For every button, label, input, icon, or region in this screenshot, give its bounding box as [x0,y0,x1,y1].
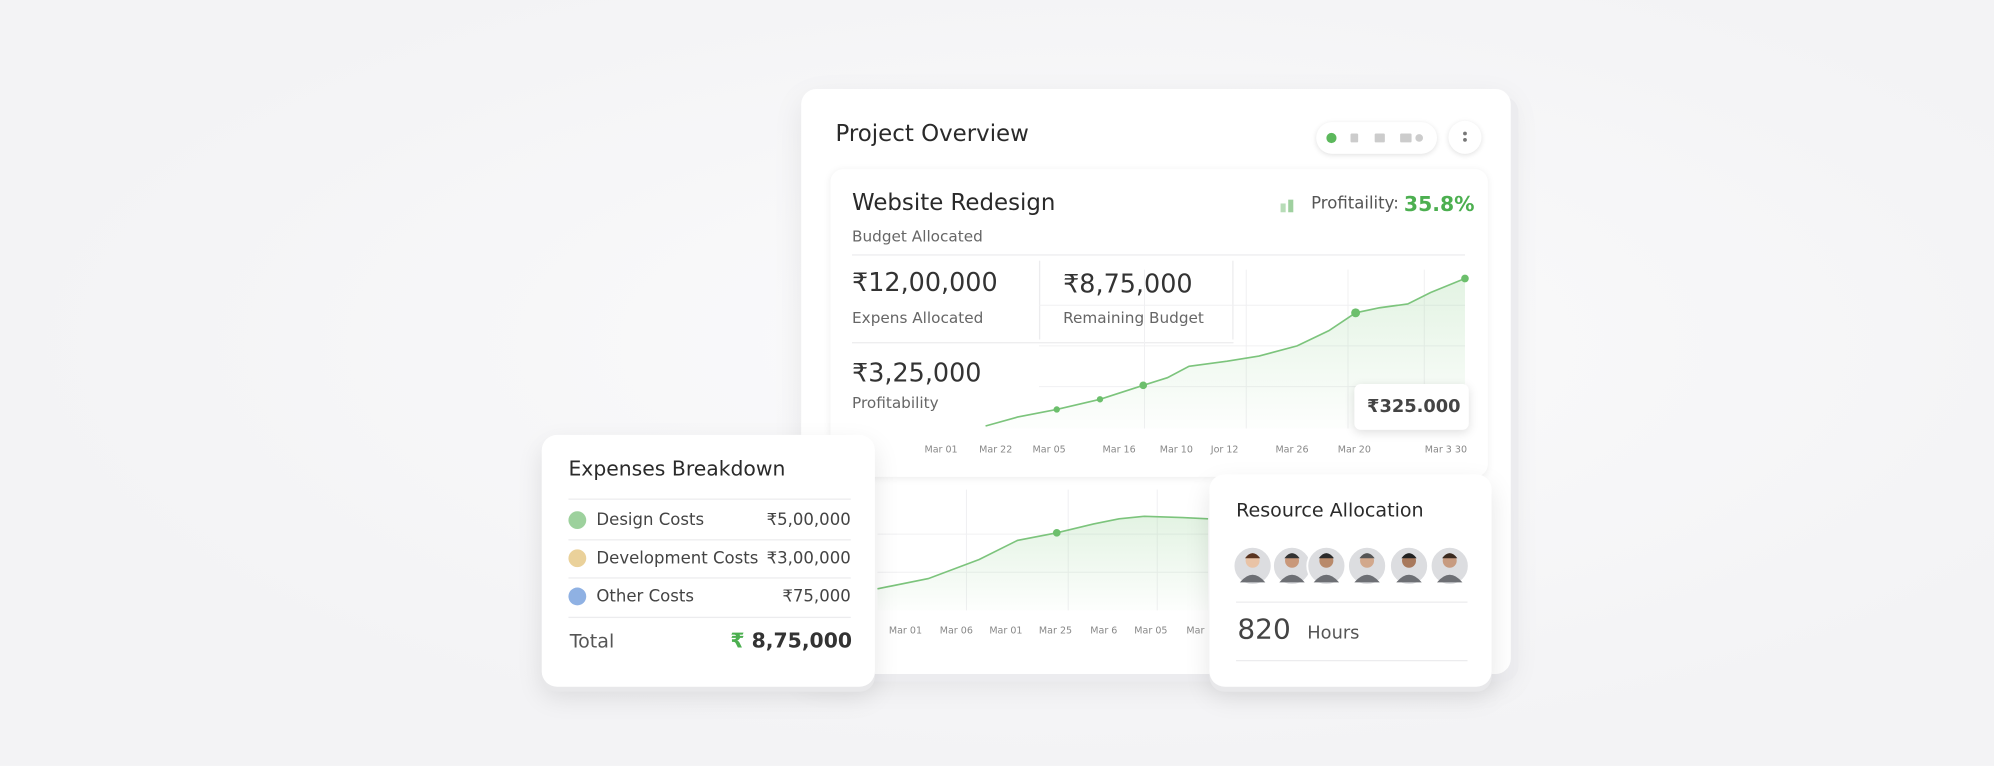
resource-title: Resource Allocation [1236,498,1424,522]
currency: ₹ [730,628,745,653]
avatar [1232,545,1273,586]
x-tick-label: Mar [1186,624,1205,636]
x-tick-label: Mar 20 [1337,443,1371,456]
x-tick-label: Mar 10 [1159,443,1193,456]
expense-label: Development Costs [596,549,759,569]
x-tick-label: Mar 6 [1090,624,1118,636]
expense-value: ₹5,00,000 [766,511,851,531]
avatar [1347,545,1388,586]
x-tick-label: Mar 3 30 [1424,443,1468,456]
profitability-value: 35.8% [1403,192,1475,217]
stat-value: ₹8,75,000 [1063,268,1193,299]
secondary-point [1052,529,1061,537]
total-amount: ₹ 8,75,000 [730,628,853,653]
secondary-line [877,515,1209,590]
trend-line [985,277,1466,427]
x-tick-label: Mar 16 [1102,443,1136,456]
x-tick-label: Mar 26 [1275,443,1309,456]
expenses-card [541,434,875,687]
divider [568,539,851,541]
x-tick-label: Mar 06 [939,624,973,636]
x-tick-label: Mar 25 [1038,624,1073,636]
divider [1038,260,1041,340]
divider [1236,660,1468,662]
legend-dot [568,511,587,530]
expense-value: ₹75,000 [782,587,851,607]
total-label: Total [569,629,615,653]
avatar [1306,545,1347,586]
trend-area [985,278,1465,429]
x-tick-label: Mar 01 [924,443,958,456]
avatar [1429,545,1470,586]
expenses-title: Expenses Breakdown [568,456,786,481]
legend-dot [568,587,587,606]
divider [1232,260,1234,340]
divider [568,616,851,619]
x-tick-label: Mar 22 [979,443,1013,456]
tooltip [1354,384,1469,430]
divider [568,498,851,500]
trend-points [1053,274,1469,413]
avatar [1271,545,1313,586]
secondary-area [877,516,1209,611]
overview-title: Project Overview [835,120,1029,148]
total-value: 8,75,000 [751,628,853,653]
divider [852,342,1234,344]
avatars [1232,545,1470,586]
legend-dot [568,549,587,568]
toolbar-pill[interactable] [1316,122,1437,154]
toolbar-icons [1326,132,1424,144]
avatar [1388,545,1430,586]
x-tick-label: Mar 01 [888,624,923,636]
expense-value: ₹3,00,000 [766,549,851,569]
profit-icon [1280,199,1294,213]
hours-unit: Hours [1307,623,1360,644]
x-tick-label: Jor 12 [1210,443,1239,456]
divider [852,254,1465,256]
budget-label: Budget Allocated [852,227,983,246]
profitability-label: Profitaility: [1311,194,1399,214]
x-tick-label: Mar 05 [1032,443,1066,456]
stat-label: Expens Allocated [852,309,984,327]
hours-value: 820 [1237,614,1291,647]
more-button[interactable] [1448,120,1482,154]
divider [568,577,851,579]
stat-value: ₹12,00,000 [852,267,998,298]
more-icon [1463,131,1467,142]
x-tick-label: Mar 01 [989,624,1023,636]
tooltip-text: ₹325.000 [1367,396,1461,418]
expense-label: Other Costs [596,587,694,607]
x-tick-label: Mar 05 [1134,624,1168,636]
divider [1236,601,1468,603]
stat-label: Profitability [852,394,939,413]
stat-label: Remaining Budget [1063,309,1204,327]
stat-value: ₹3,25,000 [852,357,982,388]
project-name: Website Redesign [852,189,1056,217]
expense-label: Design Costs [596,511,705,531]
